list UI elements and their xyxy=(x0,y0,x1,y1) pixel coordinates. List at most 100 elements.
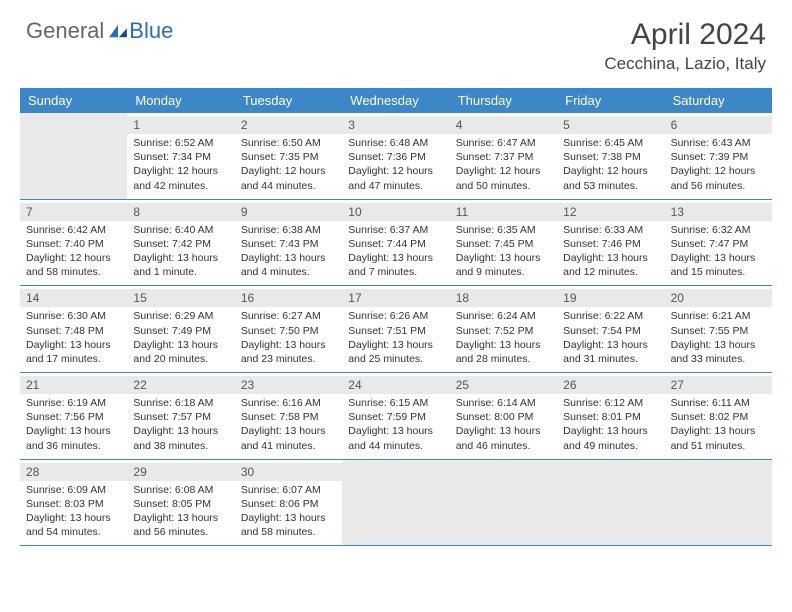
day-number: 29 xyxy=(127,463,234,481)
info-line: and 17 minutes. xyxy=(26,352,121,366)
calendar-cell xyxy=(20,113,127,199)
location-subtitle: Cecchina, Lazio, Italy xyxy=(604,54,766,74)
calendar-cell: 14Sunrise: 6:30 AMSunset: 7:48 PMDayligh… xyxy=(20,286,127,372)
day-number: 5 xyxy=(557,116,664,134)
calendar-cell: 21Sunrise: 6:19 AMSunset: 7:56 PMDayligh… xyxy=(20,373,127,459)
weekday-header: Sunday xyxy=(20,88,127,113)
day-number: 4 xyxy=(450,116,557,134)
day-info: Sunrise: 6:33 AMSunset: 7:46 PMDaylight:… xyxy=(563,223,658,280)
day-info: Sunrise: 6:52 AMSunset: 7:34 PMDaylight:… xyxy=(133,136,228,193)
day-number: 17 xyxy=(342,289,449,307)
info-line: Daylight: 13 hours xyxy=(671,424,766,438)
calendar-cell: 24Sunrise: 6:15 AMSunset: 7:59 PMDayligh… xyxy=(342,373,449,459)
info-line: Daylight: 13 hours xyxy=(563,338,658,352)
weekday-header: Friday xyxy=(557,88,664,113)
day-number: 3 xyxy=(342,116,449,134)
info-line: and 23 minutes. xyxy=(241,352,336,366)
info-line: Sunrise: 6:16 AM xyxy=(241,396,336,410)
calendar-cell: 23Sunrise: 6:16 AMSunset: 7:58 PMDayligh… xyxy=(235,373,342,459)
info-line: Sunset: 7:49 PM xyxy=(133,324,228,338)
info-line: Daylight: 13 hours xyxy=(241,511,336,525)
day-info: Sunrise: 6:48 AMSunset: 7:36 PMDaylight:… xyxy=(348,136,443,193)
weekday-header: Tuesday xyxy=(235,88,342,113)
info-line: Sunset: 7:43 PM xyxy=(241,237,336,251)
info-line: Daylight: 13 hours xyxy=(456,424,551,438)
calendar-cell: 1Sunrise: 6:52 AMSunset: 7:34 PMDaylight… xyxy=(127,113,234,199)
info-line: Sunrise: 6:52 AM xyxy=(133,136,228,150)
day-info: Sunrise: 6:09 AMSunset: 8:03 PMDaylight:… xyxy=(26,483,121,540)
day-info: Sunrise: 6:11 AMSunset: 8:02 PMDaylight:… xyxy=(671,396,766,453)
info-line: and 25 minutes. xyxy=(348,352,443,366)
info-line: and 58 minutes. xyxy=(26,265,121,279)
info-line: and 4 minutes. xyxy=(241,265,336,279)
day-info: Sunrise: 6:07 AMSunset: 8:06 PMDaylight:… xyxy=(241,483,336,540)
info-line: Daylight: 13 hours xyxy=(26,424,121,438)
info-line: and 15 minutes. xyxy=(671,265,766,279)
calendar-cell: 12Sunrise: 6:33 AMSunset: 7:46 PMDayligh… xyxy=(557,200,664,286)
info-line: Daylight: 12 hours xyxy=(456,164,551,178)
day-info: Sunrise: 6:12 AMSunset: 8:01 PMDaylight:… xyxy=(563,396,658,453)
day-info: Sunrise: 6:18 AMSunset: 7:57 PMDaylight:… xyxy=(133,396,228,453)
info-line: Daylight: 12 hours xyxy=(241,164,336,178)
info-line: Sunrise: 6:19 AM xyxy=(26,396,121,410)
day-info: Sunrise: 6:37 AMSunset: 7:44 PMDaylight:… xyxy=(348,223,443,280)
info-line: Sunset: 7:42 PM xyxy=(133,237,228,251)
info-line: Sunset: 8:03 PM xyxy=(26,497,121,511)
info-line: Sunrise: 6:30 AM xyxy=(26,309,121,323)
day-info: Sunrise: 6:40 AMSunset: 7:42 PMDaylight:… xyxy=(133,223,228,280)
calendar-cell: 27 Sunrise: 6:11 AMSunset: 8:02 PMDayligh… xyxy=(665,373,772,459)
info-line: and 9 minutes. xyxy=(456,265,551,279)
info-line: Sunrise: 6:27 AM xyxy=(241,309,336,323)
calendar-cell: 28 Sunrise: 6:09 AMSunset: 8:03 PMDayligh… xyxy=(20,460,127,546)
info-line: Daylight: 12 hours xyxy=(671,164,766,178)
day-number: 11 xyxy=(450,203,557,221)
info-line: Sunset: 8:05 PM xyxy=(133,497,228,511)
day-info: Sunrise: 6:38 AMSunset: 7:43 PMDaylight:… xyxy=(241,223,336,280)
day-info: Sunrise: 6:08 AMSunset: 8:05 PMDaylight:… xyxy=(133,483,228,540)
info-line: and 1 minute. xyxy=(133,265,228,279)
info-line: Sunset: 7:51 PM xyxy=(348,324,443,338)
info-line: Sunrise: 6:11 AM xyxy=(671,396,766,410)
info-line: Sunrise: 6:08 AM xyxy=(133,483,228,497)
info-line: Sunrise: 6:24 AM xyxy=(456,309,551,323)
info-line: and 44 minutes. xyxy=(241,179,336,193)
calendar-cell: 7Sunrise: 6:42 AMSunset: 7:40 PMDaylight… xyxy=(20,200,127,286)
info-line: Daylight: 13 hours xyxy=(563,424,658,438)
calendar-week: 28Sunrise: 6:09 AMSunset: 8:03 PMDayligh… xyxy=(20,460,772,547)
calendar-cell: 15Sunrise: 6:29 AMSunset: 7:49 PMDayligh… xyxy=(127,286,234,372)
weekday-header: Thursday xyxy=(450,88,557,113)
info-line: and 41 minutes. xyxy=(241,439,336,453)
page-header: General Blue April 2024 Cecchina, Lazio,… xyxy=(0,0,792,80)
day-number: 9 xyxy=(235,203,342,221)
info-line: Sunset: 7:46 PM xyxy=(563,237,658,251)
info-line: and 33 minutes. xyxy=(671,352,766,366)
day-info: Sunrise: 6:16 AMSunset: 7:58 PMDaylight:… xyxy=(241,396,336,453)
info-line: Daylight: 13 hours xyxy=(133,424,228,438)
info-line: Daylight: 13 hours xyxy=(241,338,336,352)
day-number: 7 xyxy=(20,203,127,221)
calendar-cell: 10Sunrise: 6:37 AMSunset: 7:44 PMDayligh… xyxy=(342,200,449,286)
info-line: Daylight: 13 hours xyxy=(348,251,443,265)
info-line: Sunset: 8:06 PM xyxy=(241,497,336,511)
day-info: Sunrise: 6:35 AMSunset: 7:45 PMDaylight:… xyxy=(456,223,551,280)
info-line: Sunrise: 6:33 AM xyxy=(563,223,658,237)
info-line: Sunrise: 6:14 AM xyxy=(456,396,551,410)
calendar-cell: 11 Sunrise: 6:35 AMSunset: 7:45 PMDayligh… xyxy=(450,200,557,286)
info-line: Daylight: 12 hours xyxy=(26,251,121,265)
info-line: Sunset: 7:55 PM xyxy=(671,324,766,338)
info-line: and 56 minutes. xyxy=(133,525,228,539)
info-line: and 20 minutes. xyxy=(133,352,228,366)
day-number: 24 xyxy=(342,376,449,394)
day-number: 28 xyxy=(20,463,127,481)
info-line: Sunrise: 6:09 AM xyxy=(26,483,121,497)
day-number: 13 xyxy=(665,203,772,221)
calendar-cell: 26Sunrise: 6:12 AMSunset: 8:01 PMDayligh… xyxy=(557,373,664,459)
info-line: Sunset: 7:57 PM xyxy=(133,410,228,424)
info-line: Sunset: 7:47 PM xyxy=(671,237,766,251)
info-line: Sunset: 7:59 PM xyxy=(348,410,443,424)
info-line: Sunrise: 6:22 AM xyxy=(563,309,658,323)
info-line: Sunrise: 6:32 AM xyxy=(671,223,766,237)
day-number: 27 xyxy=(665,376,772,394)
info-line: Daylight: 12 hours xyxy=(348,164,443,178)
info-line: Daylight: 12 hours xyxy=(563,164,658,178)
